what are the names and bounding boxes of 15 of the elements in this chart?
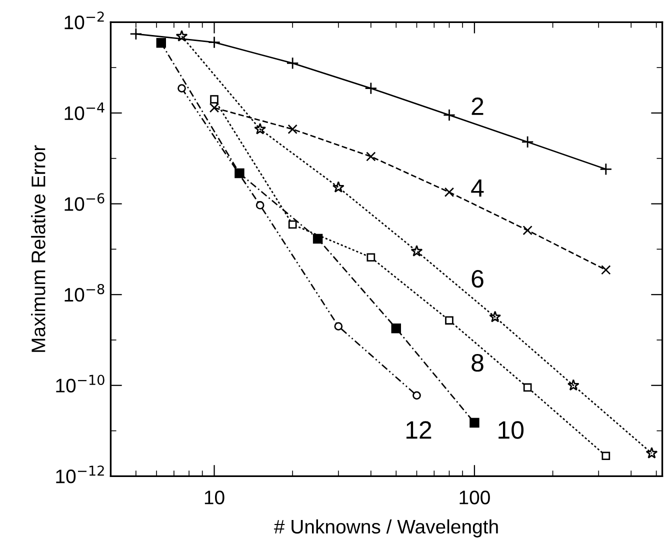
y-tick-label: 10$^{−2}$	[64, 12, 104, 30]
y-axis-title: Maximum Relative Error	[31, 145, 46, 352]
y-tick-label: 10$^{−4}$	[64, 102, 104, 120]
y-tick-label: 10$^{−8}$	[64, 284, 104, 302]
annotation: 8	[472, 354, 484, 372]
y-tick-label: 10$^{−12}$	[56, 466, 104, 484]
y-tick-label: 10$^{−10}$	[56, 374, 104, 392]
x-tick-label: 100	[460, 490, 490, 504]
annotation: 6	[472, 270, 484, 288]
annotation: 4	[471, 179, 484, 197]
x-axis-title: # Unknowns / Wavelength	[274, 519, 498, 538]
y-tick-label: 10$^{−6}$	[64, 193, 104, 211]
annotation: 2	[472, 97, 484, 115]
annotation: 10	[498, 421, 524, 439]
annotation: 12	[406, 421, 432, 439]
